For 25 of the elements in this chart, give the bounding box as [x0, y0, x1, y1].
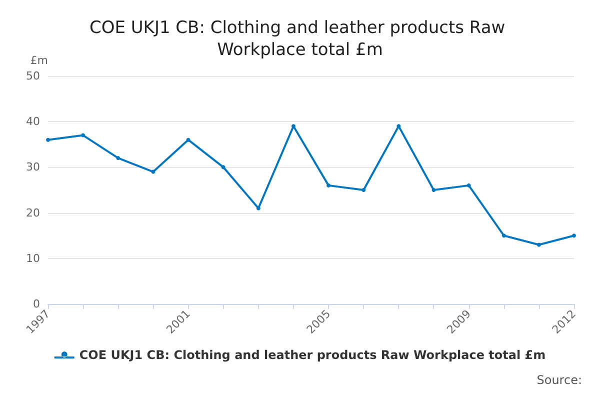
y-tick-label: 40: [26, 115, 40, 128]
point: [116, 156, 120, 160]
y-tick-label: 0: [33, 298, 40, 310]
point: [536, 242, 541, 247]
point: [326, 183, 331, 188]
point: [186, 138, 190, 142]
y-tick-label: 20: [26, 206, 40, 220]
legend-label: COE UKJ1 CB: Clothing and leather products Raw Workplace total £m: [79, 348, 546, 362]
source-note: Source:: [536, 373, 582, 387]
point: [502, 234, 506, 238]
y-tick-label: 50: [26, 70, 40, 82]
y-tick-label: 10: [26, 252, 40, 265]
point: [151, 170, 156, 174]
chart-title: COE UKJ1 CB: Clothing and leather products Raw Workplace total £m: [89, 18, 511, 60]
y-axis-title: £m: [30, 54, 48, 67]
point: [396, 124, 401, 128]
point: [46, 138, 50, 142]
point: [221, 165, 226, 170]
point: [466, 183, 471, 188]
y-tick-label: 30: [26, 160, 40, 174]
point: [572, 234, 576, 238]
point: [81, 133, 86, 138]
point: [256, 206, 260, 210]
point: [432, 188, 436, 192]
point: [362, 188, 366, 192]
